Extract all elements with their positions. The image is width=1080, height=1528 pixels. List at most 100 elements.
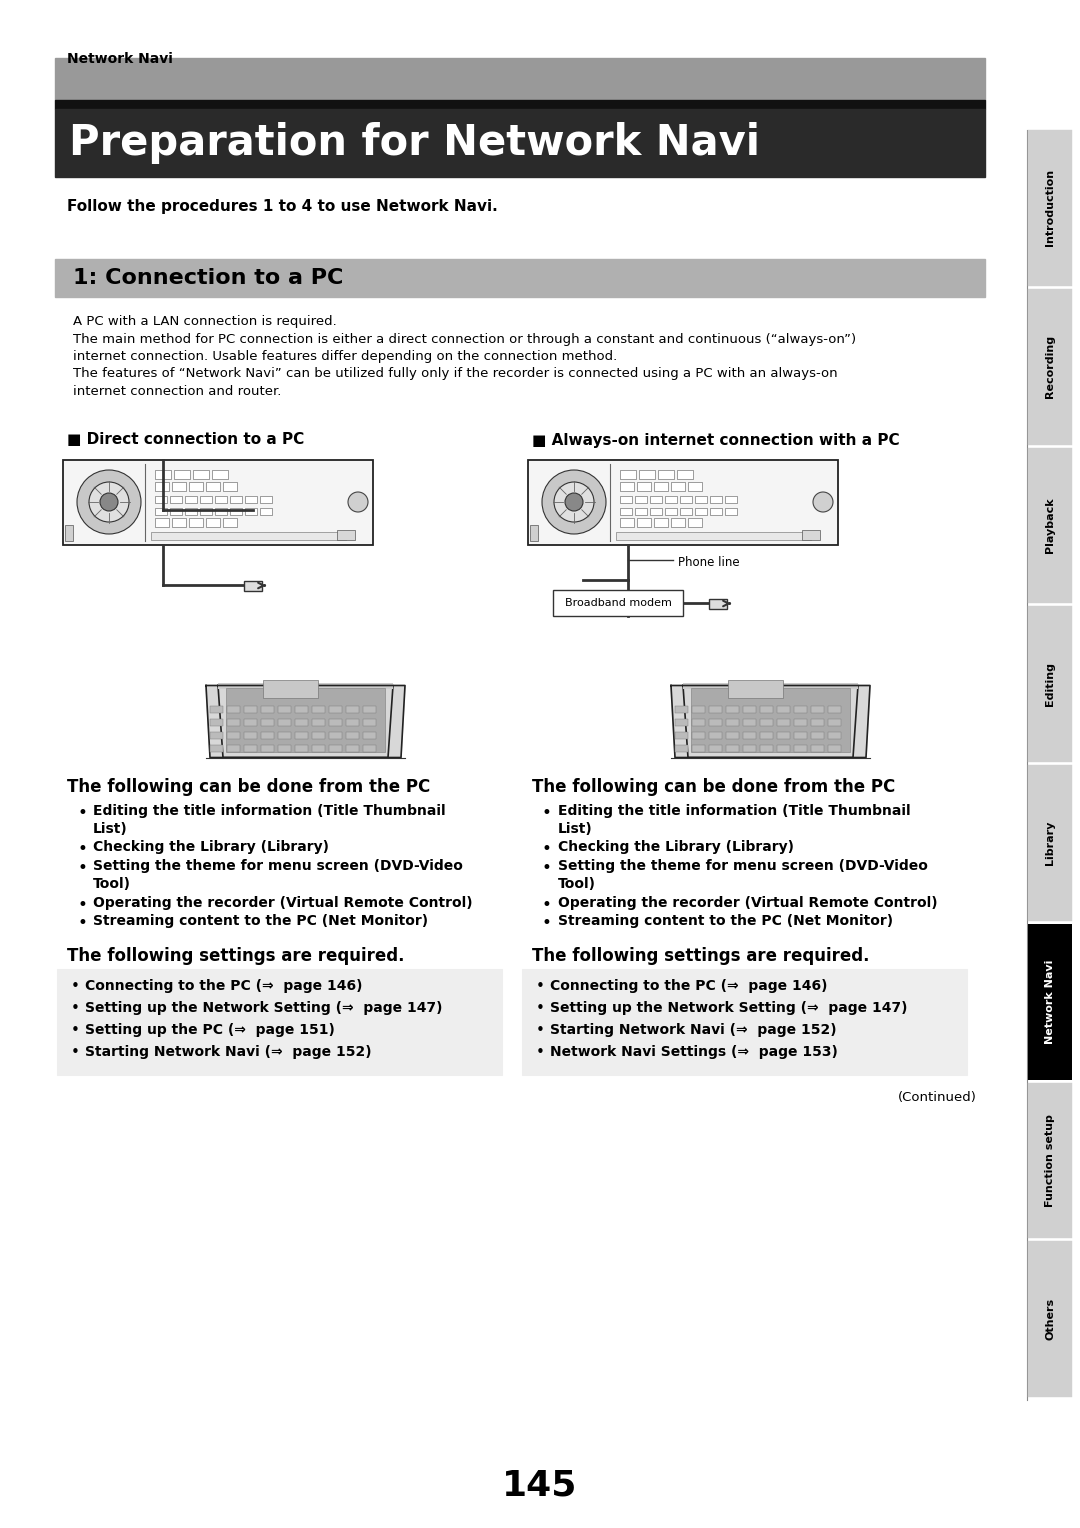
Bar (811, 706, 824, 712)
Bar (215, 507, 227, 515)
Bar (654, 481, 669, 490)
Bar (363, 706, 376, 712)
Text: internet connection and router.: internet connection and router. (73, 385, 282, 397)
Bar (688, 481, 702, 490)
Text: •: • (542, 895, 552, 914)
Text: Network Navi: Network Navi (67, 52, 173, 66)
Text: •: • (71, 979, 80, 995)
Bar (172, 481, 186, 490)
Bar (675, 718, 688, 726)
Bar (671, 518, 685, 527)
Bar (245, 507, 257, 515)
Text: •: • (536, 979, 545, 995)
Text: Setting up the Network Setting (⇒  page 147): Setting up the Network Setting (⇒ page 1… (550, 1001, 907, 1015)
Text: Checking the Library (Library): Checking the Library (Library) (558, 840, 794, 854)
Bar (170, 495, 183, 503)
Bar (620, 495, 632, 503)
Bar (65, 524, 73, 541)
Bar (210, 744, 222, 752)
Bar (828, 706, 841, 712)
Bar (210, 732, 222, 738)
Bar (675, 732, 688, 738)
Bar (728, 680, 783, 697)
Bar (295, 718, 308, 726)
Bar (222, 481, 237, 490)
Bar (189, 481, 203, 490)
Bar (261, 718, 274, 726)
Bar (777, 718, 789, 726)
Bar (329, 706, 342, 712)
Text: Others: Others (1045, 1299, 1055, 1340)
Bar (777, 732, 789, 738)
Bar (743, 706, 756, 712)
Bar (1028, 1241, 1072, 1397)
Circle shape (77, 471, 141, 533)
Bar (680, 495, 692, 503)
Circle shape (542, 471, 606, 533)
Bar (726, 744, 739, 752)
Bar (156, 518, 168, 527)
Bar (708, 718, 723, 726)
Bar (760, 732, 773, 738)
Bar (346, 744, 359, 752)
Bar (696, 495, 707, 503)
Bar (794, 706, 807, 712)
Circle shape (813, 492, 833, 512)
Text: 145: 145 (502, 1468, 578, 1502)
Bar (708, 744, 723, 752)
Bar (210, 718, 222, 726)
Bar (692, 732, 705, 738)
Bar (710, 507, 723, 515)
Text: Phone line: Phone line (678, 556, 740, 570)
Text: The main method for PC connection is either a direct connection or through a con: The main method for PC connection is eit… (73, 333, 856, 345)
Bar (616, 532, 811, 539)
Bar (156, 507, 167, 515)
Bar (620, 481, 634, 490)
Bar (1028, 1082, 1072, 1238)
Text: •: • (71, 1024, 80, 1038)
Bar (278, 706, 291, 712)
Bar (811, 718, 824, 726)
Bar (620, 507, 632, 515)
Text: •: • (542, 859, 552, 877)
Text: Follow the procedures 1 to 4 to use Network Navi.: Follow the procedures 1 to 4 to use Netw… (67, 199, 498, 214)
Bar (244, 581, 262, 590)
Bar (170, 507, 183, 515)
Text: •: • (77, 804, 86, 822)
Bar (278, 732, 291, 738)
Text: List): List) (93, 822, 127, 836)
Text: Network Navi Settings (⇒  page 153): Network Navi Settings (⇒ page 153) (550, 1045, 838, 1059)
Text: Operating the recorder (Virtual Remote Control): Operating the recorder (Virtual Remote C… (558, 895, 937, 911)
Bar (760, 706, 773, 712)
Text: •: • (536, 1024, 545, 1038)
Bar (725, 507, 737, 515)
Bar (156, 495, 167, 503)
Bar (680, 507, 692, 515)
Text: •: • (542, 914, 552, 932)
Bar (244, 732, 257, 738)
Bar (174, 469, 190, 478)
Text: The following settings are required.: The following settings are required. (532, 947, 869, 966)
Text: Function setup: Function setup (1045, 1114, 1055, 1207)
Bar (200, 495, 212, 503)
Bar (1028, 924, 1072, 1079)
Bar (244, 706, 257, 712)
Bar (329, 718, 342, 726)
Bar (794, 744, 807, 752)
Text: Editing the title information (Title Thumbnail: Editing the title information (Title Thu… (93, 804, 446, 817)
Bar (218, 683, 393, 689)
Text: •: • (71, 1001, 80, 1016)
Bar (189, 518, 203, 527)
Bar (1028, 607, 1072, 762)
Text: 1: Connection to a PC: 1: Connection to a PC (73, 267, 343, 287)
Bar (185, 495, 197, 503)
Bar (1028, 766, 1072, 921)
Text: Introduction: Introduction (1045, 170, 1055, 246)
Text: •: • (536, 1045, 545, 1060)
Bar (620, 518, 634, 527)
Bar (522, 969, 967, 1076)
Text: (Continued): (Continued) (899, 1091, 977, 1105)
Text: Tool): Tool) (558, 877, 596, 891)
Text: Editing the title information (Title Thumbnail: Editing the title information (Title Thu… (558, 804, 910, 817)
Bar (295, 732, 308, 738)
